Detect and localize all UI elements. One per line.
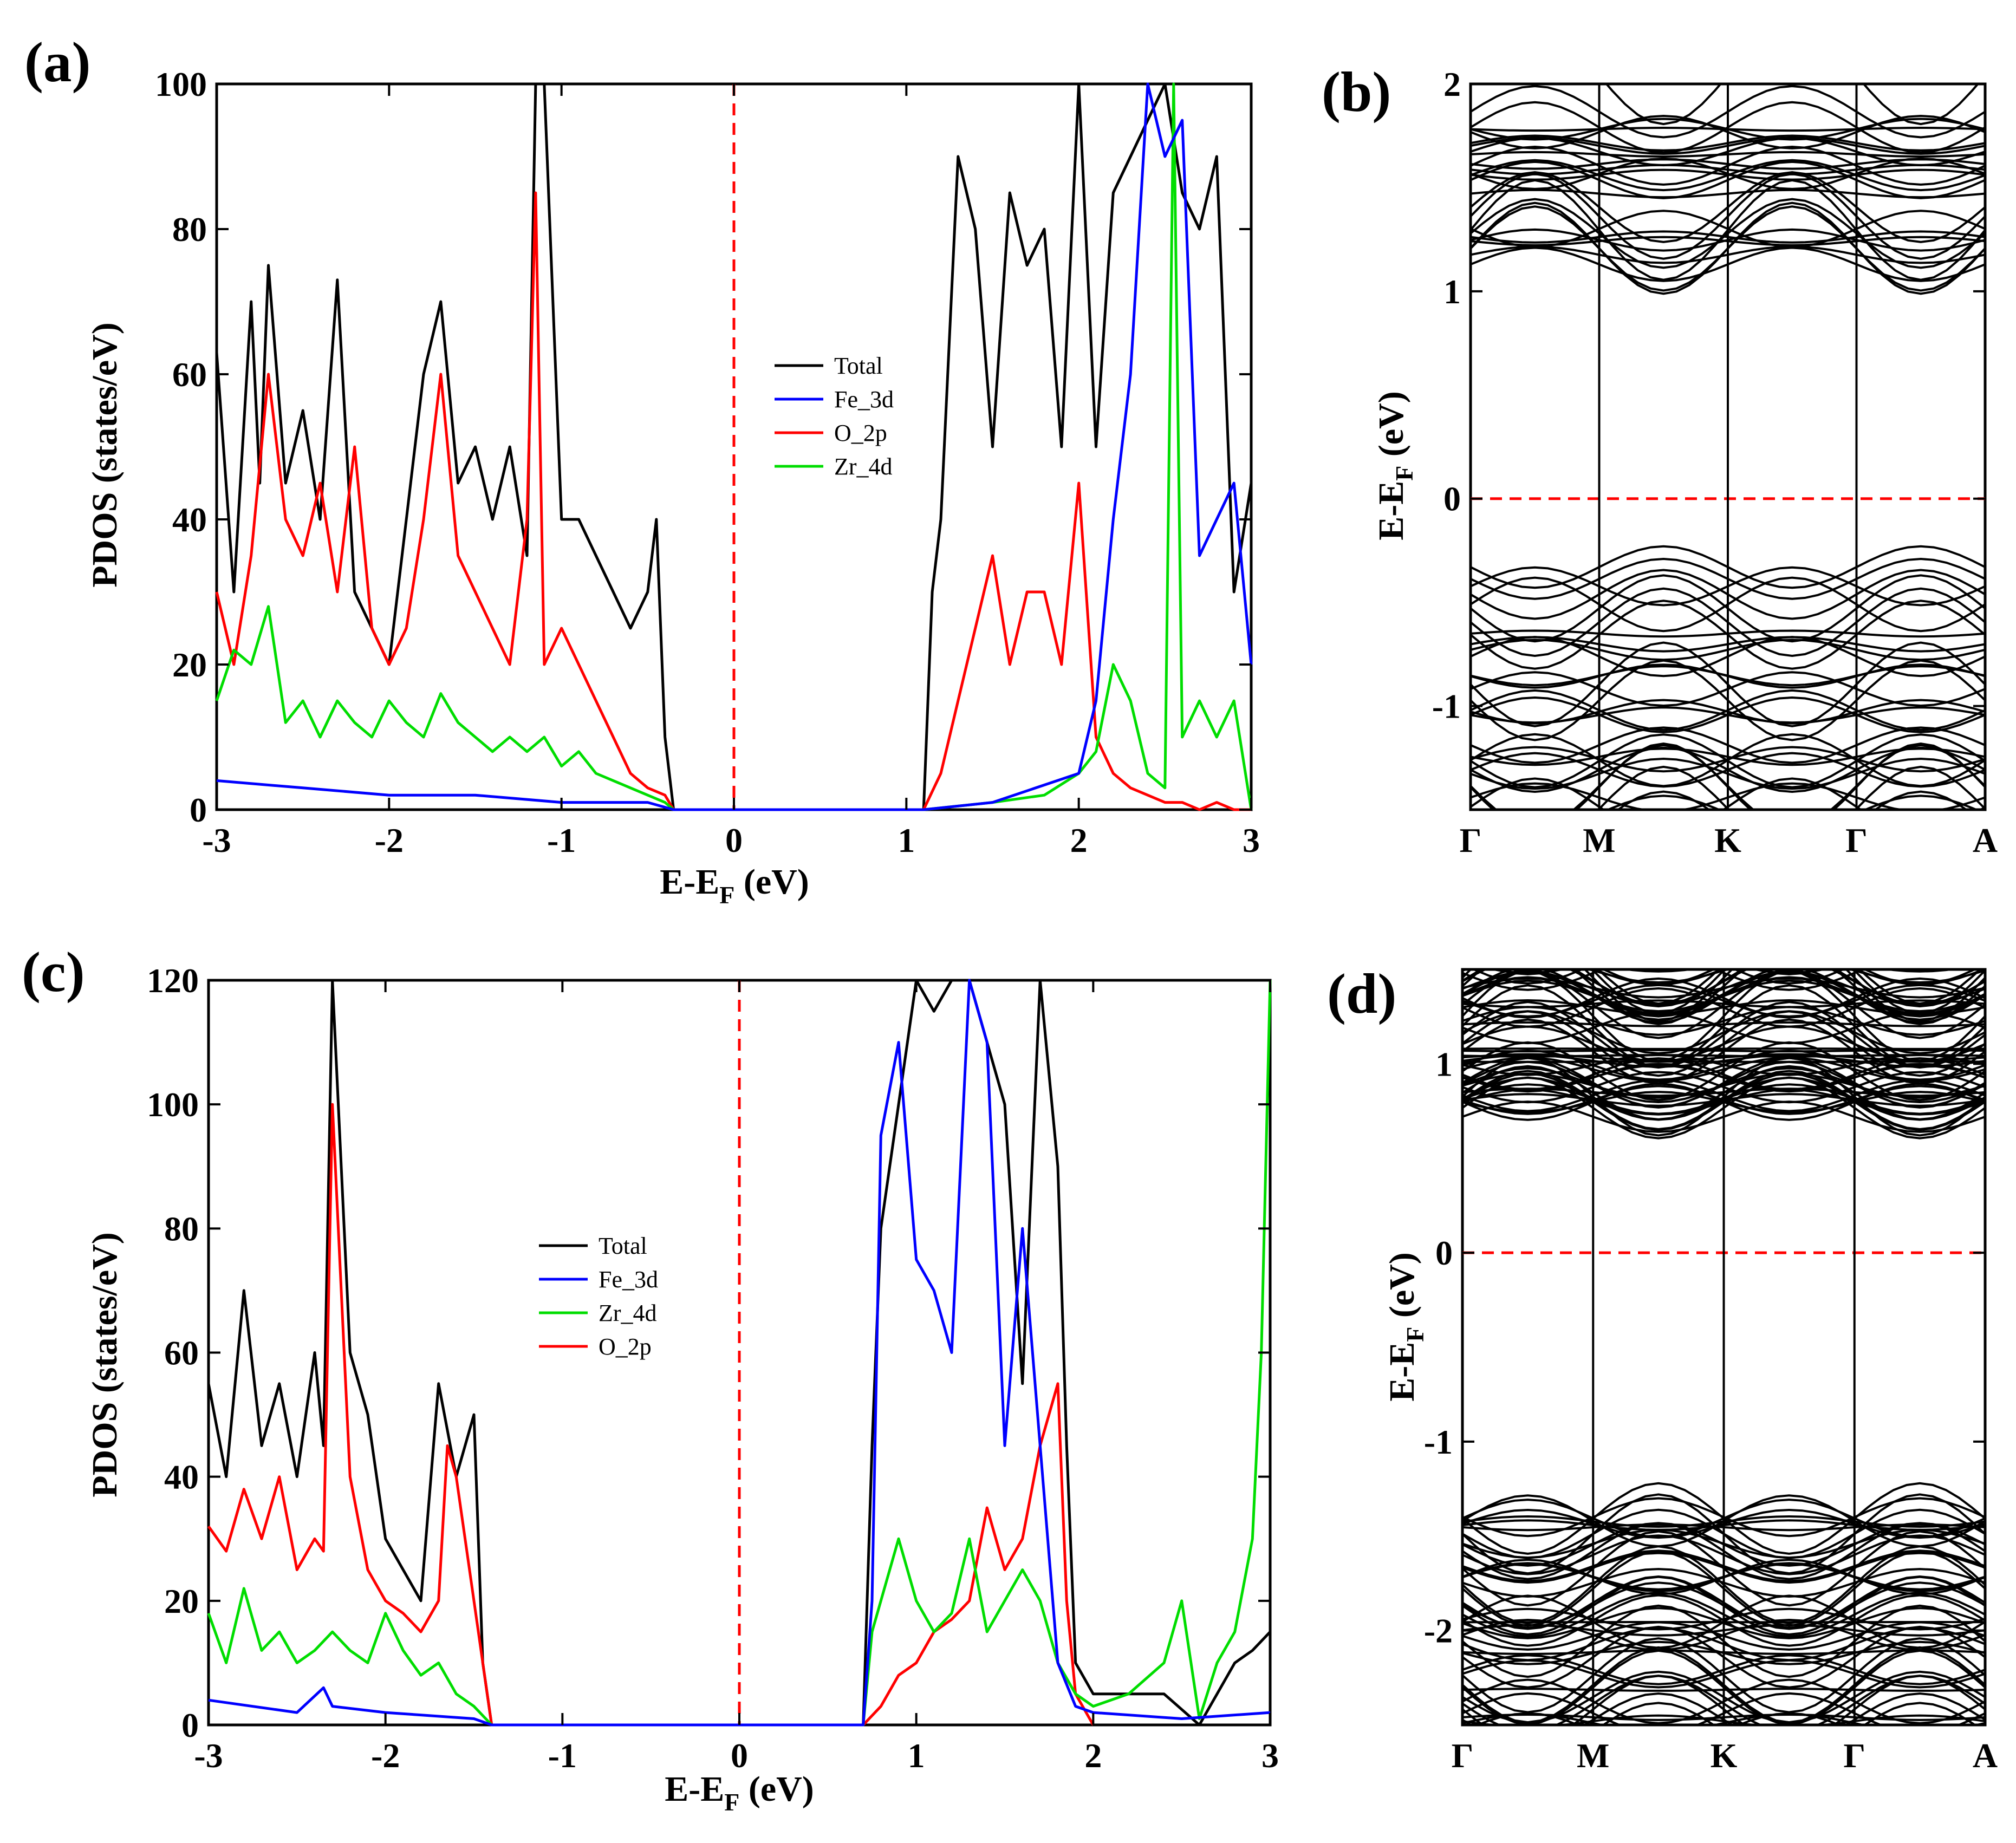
a-x-tick-label: 0 bbox=[725, 821, 743, 859]
b-kpoint-label-m: M bbox=[1583, 821, 1615, 859]
panel-a-pdos: (a) -3 -2 -1 0 1 2 3 0 20 40 60 80 100 Total Fe_3d O_2… bbox=[24, 30, 1260, 909]
d-kpoint-label-m: M bbox=[1577, 1736, 1609, 1775]
a-legend-label-total: Total bbox=[834, 353, 883, 379]
panel-a-label: (a) bbox=[24, 30, 90, 94]
a-x-tick-label: -2 bbox=[375, 821, 404, 859]
c-x-tick-label: -3 bbox=[194, 1736, 223, 1775]
panel-b-y-axis-title: E-EF (eV) bbox=[1371, 391, 1418, 540]
a-y-tick-label: 60 bbox=[172, 355, 207, 394]
a-x-tick-label: -3 bbox=[202, 821, 231, 859]
a-series-zr-4d bbox=[215, 82, 1253, 811]
a-x-tick-label: 3 bbox=[1243, 821, 1260, 859]
c-legend-label-fe-3d: Fe_3d bbox=[599, 1266, 658, 1293]
c-x-tick-label: 1 bbox=[908, 1736, 925, 1775]
a-y-tick-label: 20 bbox=[172, 646, 207, 684]
b-conduction-band bbox=[1605, 84, 1980, 126]
c-x-tick-label: -1 bbox=[548, 1736, 577, 1775]
panel-b-label: (b) bbox=[1322, 60, 1391, 123]
b-y-tick-label: 2 bbox=[1443, 65, 1461, 103]
c-x-tick-label: -2 bbox=[371, 1736, 400, 1775]
a-y-tick-label: 80 bbox=[172, 210, 207, 249]
b-kpoint-label-k: K bbox=[1714, 821, 1741, 859]
panel-c-pdos: (c) -3 -2 -1 0 1 2 3 0 20 40 60 80 100 120 Total Fe_3d… bbox=[22, 940, 1279, 1816]
b-kpoint-label-gamma: Γ bbox=[1845, 821, 1868, 859]
c-legend-label-total: Total bbox=[599, 1233, 647, 1259]
b-kpoint-label-a: A bbox=[1973, 821, 1998, 859]
panel-a-x-axis-title: E-EF (eV) bbox=[660, 862, 809, 909]
c-y-tick-label: 60 bbox=[164, 1334, 199, 1372]
d-kpoint-label-gamma: Γ bbox=[1843, 1736, 1865, 1775]
d-conduction-band bbox=[1636, 969, 1942, 973]
panel-c-y-axis-title: PDOS (states/eV) bbox=[85, 1232, 125, 1497]
c-series-zr-4d bbox=[207, 980, 1272, 1727]
d-y-tick-label: 1 bbox=[1435, 1045, 1453, 1083]
d-y-tick-label: 0 bbox=[1435, 1234, 1453, 1272]
a-series-fe-3d bbox=[216, 82, 1253, 811]
c-y-tick-label: 80 bbox=[164, 1209, 199, 1248]
c-legend-label-zr-4d: Zr_4d bbox=[599, 1300, 657, 1326]
a-y-tick-label: 40 bbox=[172, 500, 207, 539]
panel-a-y-axis-title: PDOS (states/eV) bbox=[85, 322, 125, 587]
c-series-fe-3d bbox=[208, 979, 1271, 1727]
a-legend-label-o-2p: O_2p bbox=[834, 420, 887, 446]
panel-a-legend: Total Fe_3d O_2p Zr_4d bbox=[775, 353, 894, 480]
b-y-tick-label: -1 bbox=[1432, 687, 1461, 726]
b-valence-band bbox=[1616, 790, 1968, 810]
c-series-o-2p bbox=[207, 1103, 1095, 1727]
b-valence-band bbox=[1605, 794, 1979, 810]
d-conduction-band bbox=[1596, 969, 1982, 1005]
panel-c-label: (c) bbox=[22, 940, 85, 1004]
d-kpoint-label-k: K bbox=[1711, 1736, 1738, 1775]
a-legend-label-fe-3d: Fe_3d bbox=[834, 386, 894, 413]
d-y-tick-label: -1 bbox=[1424, 1423, 1453, 1461]
d-valence-band bbox=[1601, 1702, 1977, 1725]
c-y-tick-label: 0 bbox=[181, 1706, 199, 1744]
d-conduction-band bbox=[1471, 969, 1846, 985]
c-y-tick-label: 20 bbox=[164, 1582, 199, 1620]
c-x-tick-label: 3 bbox=[1261, 1736, 1279, 1775]
a-x-tick-label: 2 bbox=[1070, 821, 1088, 859]
panel-c-legend: Total Fe_3d Zr_4d O_2p bbox=[539, 1233, 658, 1360]
c-y-tick-label: 40 bbox=[164, 1458, 199, 1496]
b-y-tick-label: 1 bbox=[1443, 272, 1461, 311]
panel-d-y-axis-title: E-EF (eV) bbox=[1382, 1252, 1429, 1402]
a-series-o-2p bbox=[215, 191, 1251, 811]
c-y-tick-label: 100 bbox=[147, 1085, 199, 1124]
c-x-tick-label: 0 bbox=[731, 1736, 748, 1775]
c-x-tick-label: 2 bbox=[1084, 1736, 1102, 1775]
d-kpoint-label-a: A bbox=[1973, 1736, 1998, 1775]
b-y-tick-label: 0 bbox=[1443, 480, 1461, 518]
panel-c-x-axis-title: E-EF (eV) bbox=[665, 1769, 814, 1816]
d-conduction-band bbox=[1620, 969, 1959, 973]
c-legend-label-o-2p: O_2p bbox=[599, 1333, 652, 1360]
d-kpoint-label-gamma: Γ bbox=[1452, 1736, 1474, 1775]
panel-b-band-structure: (b) -1 0 1 2 Γ M K Γ A E-EF (eV) bbox=[1322, 60, 1998, 859]
c-y-tick-label: 120 bbox=[147, 961, 199, 1000]
a-x-tick-label: -1 bbox=[547, 821, 576, 859]
d-y-tick-label: -2 bbox=[1424, 1612, 1453, 1650]
b-kpoint-label-gamma: Γ bbox=[1460, 821, 1482, 859]
a-x-tick-label: 1 bbox=[898, 821, 915, 859]
panel-d-label: (d) bbox=[1327, 962, 1396, 1025]
a-y-tick-label: 100 bbox=[155, 65, 207, 103]
b-conduction-band bbox=[1471, 64, 1985, 80]
a-legend-label-zr-4d: Zr_4d bbox=[834, 453, 893, 480]
panel-d-band-structure: (d) -2 -1 0 1 Γ M K Γ A E-EF (eV) bbox=[1327, 962, 1998, 1775]
a-y-tick-label: 0 bbox=[190, 791, 207, 829]
